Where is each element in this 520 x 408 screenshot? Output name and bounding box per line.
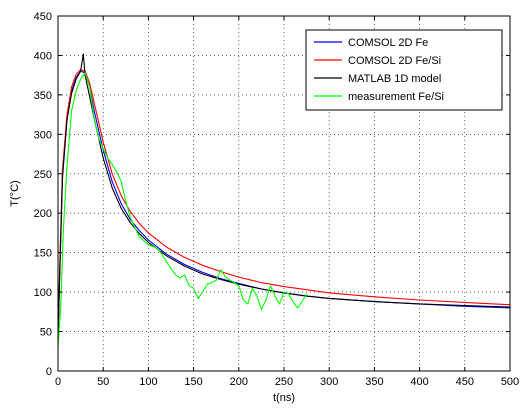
y-tick-label: 400 <box>34 50 52 62</box>
x-tick-label: 200 <box>230 376 248 388</box>
plot-series <box>57 53 511 348</box>
axis-ticks: 0 50 100 150 200 250 300 350 400 450 500 0 50 100 150 2… <box>34 11 520 388</box>
x-tick-label: 50 <box>97 376 109 388</box>
y-axis-label: T(°C) <box>9 180 21 206</box>
x-tick-label: 100 <box>139 376 157 388</box>
y-tick-label: 0 <box>46 366 52 378</box>
legend-label: COMSOL 2D Fe <box>348 37 428 49</box>
y-tick-label: 100 <box>34 287 52 299</box>
y-tick-label: 350 <box>34 90 52 102</box>
x-tick-label: 0 <box>55 376 61 388</box>
x-tick-label: 500 <box>501 376 519 388</box>
legend: COMSOL 2D Fe COMSOL 2D Fe/Si MATLAB 1D mod… <box>305 29 503 111</box>
x-tick-label: 300 <box>320 376 338 388</box>
x-tick-label: 400 <box>410 376 428 388</box>
series-line-4 <box>57 72 308 348</box>
x-tick-label: 150 <box>184 376 202 388</box>
legend-box <box>305 29 503 111</box>
y-tick-label: 150 <box>34 248 52 260</box>
series-line-2 <box>57 69 511 340</box>
x-tick-label: 250 <box>275 376 293 388</box>
y-tick-label: 450 <box>34 11 52 23</box>
y-tick-label: 300 <box>34 129 52 141</box>
x-tick-label: 450 <box>456 376 474 388</box>
legend-label: MATLAB 1D model <box>348 73 441 85</box>
legend-label: COMSOL 2D Fe/Si <box>348 55 441 67</box>
y-tick-label: 200 <box>34 208 52 220</box>
x-tick-label: 350 <box>365 376 383 388</box>
x-axis-label: t(ns) <box>273 392 295 404</box>
y-tick-label: 250 <box>34 169 52 181</box>
y-tick-label: 50 <box>40 327 52 339</box>
legend-label: measurement Fe/Si <box>348 91 444 103</box>
